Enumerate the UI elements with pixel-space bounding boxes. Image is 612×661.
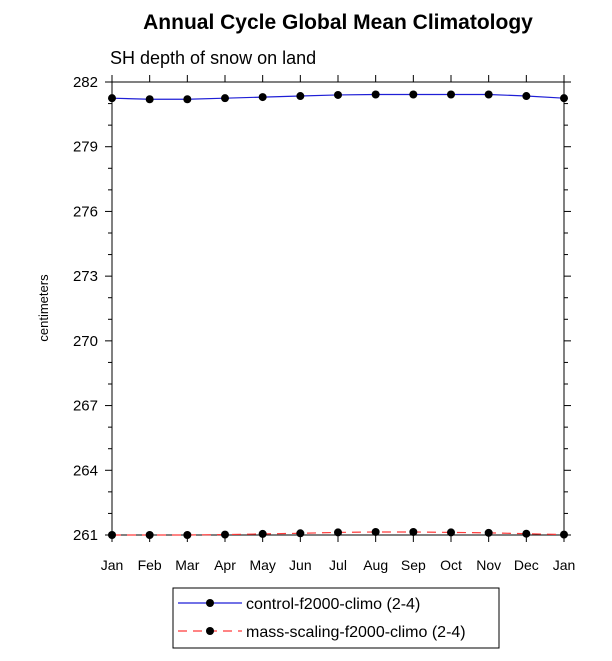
series-0-point <box>371 90 380 99</box>
series-0-point <box>183 95 192 104</box>
x-tick-label: Mar <box>175 557 199 573</box>
legend-label-control: control-f2000-climo (2-4) <box>246 596 420 613</box>
x-tick-label: Jan <box>553 557 576 573</box>
series-0-point <box>447 90 455 99</box>
series-0-point <box>522 92 531 101</box>
series-1-point <box>447 528 455 537</box>
chart-title: Annual Cycle Global Mean Climatology <box>143 11 533 34</box>
chart-subtitle: SH depth of snow on land <box>110 48 316 68</box>
y-tick-label: 273 <box>73 268 98 285</box>
legend: control-f2000-climo (2-4) mass-scaling-f… <box>172 587 500 649</box>
series-1-point <box>560 530 568 539</box>
y-tick-labels: 261 264 267 270 273 276 279 282 <box>73 74 98 544</box>
x-tick-label: Nov <box>476 557 501 573</box>
x-tick-labels: Jan Feb Mar Apr May Jun Jul Aug Sep Oct Nov Dec Jan <box>101 557 576 573</box>
series-1-point <box>296 529 305 538</box>
legend-box <box>172 587 500 649</box>
series-0-point <box>258 93 267 102</box>
series-1-point <box>334 528 342 537</box>
series-0-point <box>296 92 305 101</box>
x-tick-label: Dec <box>514 557 539 573</box>
series-0-point <box>484 90 493 99</box>
legend-marker-mass-scaling <box>206 627 214 635</box>
y-tick-label: 270 <box>73 333 98 350</box>
series-1-point <box>258 529 267 538</box>
series-1-point <box>183 531 192 539</box>
series-0-point <box>145 95 154 104</box>
legend-marker-control <box>206 599 214 607</box>
x-tick-label: May <box>249 557 275 573</box>
series-1-point <box>221 530 229 539</box>
x-tick-label: Apr <box>214 557 236 573</box>
plot-frame <box>111 81 565 536</box>
series-0-point <box>221 94 229 103</box>
x-tick-label: Jan <box>101 557 124 573</box>
series-0-point <box>409 90 418 99</box>
y-tick-label: 276 <box>73 203 98 220</box>
series-0-point <box>334 90 342 99</box>
y-axis-label: centimeters <box>36 274 51 342</box>
series-lines <box>108 90 568 539</box>
x-tick-label: Aug <box>363 557 388 573</box>
x-tick-label: Sep <box>401 557 426 573</box>
series-0-point <box>560 94 568 103</box>
x-tick-label: Jun <box>289 557 312 573</box>
legend-label-mass-scaling: mass-scaling-f2000-climo (2-4) <box>246 624 466 641</box>
series-1-point <box>409 527 418 536</box>
y-tick-label: 267 <box>73 398 98 415</box>
y-tick-label: 279 <box>73 139 98 156</box>
series-0-point <box>108 94 116 103</box>
series-1-point <box>522 529 531 538</box>
x-tick-label: Jul <box>329 557 347 573</box>
axis-ticks <box>105 75 571 542</box>
y-tick-label: 282 <box>73 74 98 91</box>
x-tick-label: Feb <box>138 557 162 573</box>
x-tick-label: Oct <box>440 557 462 573</box>
y-tick-label: 261 <box>73 527 98 544</box>
series-1-point <box>484 528 493 537</box>
series-1-point <box>371 527 380 536</box>
series-1-point <box>145 531 154 539</box>
series-1-point <box>108 531 116 539</box>
y-tick-label: 264 <box>73 462 98 479</box>
